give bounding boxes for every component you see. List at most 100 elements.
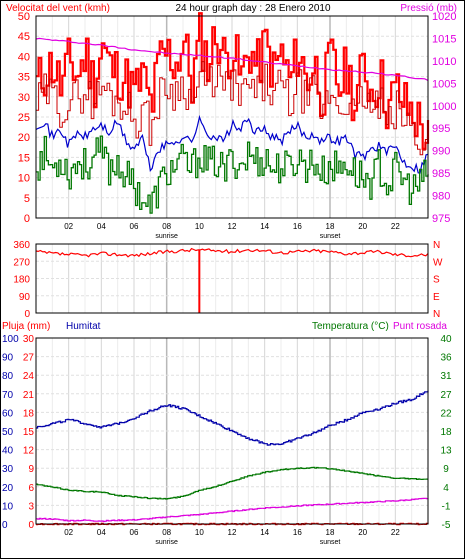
x-tick-label: 22 bbox=[391, 222, 400, 231]
right-tick-label: 980 bbox=[432, 191, 450, 203]
direction-tick-label: 180 bbox=[13, 275, 30, 286]
rain-tick-label: 6 bbox=[28, 483, 34, 494]
x-tick-label: 14 bbox=[260, 222, 269, 231]
plot-border bbox=[35, 337, 429, 525]
temperature-tick-label: 31 bbox=[440, 371, 452, 382]
x-tick-label: 04 bbox=[97, 222, 106, 231]
rain-tick-label: 0 bbox=[28, 520, 34, 531]
right-tick-label: 995 bbox=[432, 123, 450, 135]
x-tick-label: 06 bbox=[130, 222, 139, 231]
compass-tick-label: W bbox=[433, 257, 443, 268]
rain-tick-label: 18 bbox=[23, 408, 35, 419]
rain-tick-label: 12 bbox=[23, 446, 35, 457]
x-tick-label: 02 bbox=[64, 222, 73, 231]
series-wind-low bbox=[36, 135, 429, 214]
humidity-axis-title: Humitat bbox=[66, 321, 101, 332]
x-tick-label: 08 bbox=[162, 528, 171, 537]
temperature-tick-label: -5 bbox=[442, 520, 451, 531]
series-wind-mean bbox=[36, 61, 429, 160]
series-wind-average bbox=[35, 114, 429, 174]
x-tick-label: 22 bbox=[391, 528, 400, 537]
rain-axis-title: Pluja (mm) bbox=[2, 321, 50, 332]
temperature-tick-label: 27 bbox=[440, 390, 452, 401]
rain-tick-label: 3 bbox=[28, 501, 34, 512]
x-tick-label: 14 bbox=[260, 528, 269, 537]
direction-tick-label: 270 bbox=[13, 257, 30, 268]
x-tick-label: 08 bbox=[162, 222, 171, 231]
left-tick-label: 35 bbox=[18, 72, 30, 84]
temperature-tick-label: 4 bbox=[443, 483, 449, 494]
compass-tick-label: N bbox=[433, 240, 440, 251]
rain-tick-label: 21 bbox=[23, 390, 35, 401]
humidity-tick-label: 80 bbox=[2, 371, 14, 382]
compass-tick-label: S bbox=[433, 275, 440, 286]
left-tick-label: 50 bbox=[18, 11, 30, 23]
humidity-tick-label: 10 bbox=[2, 501, 14, 512]
x-tick-label: 02 bbox=[64, 528, 73, 537]
right-tick-label: 1005 bbox=[432, 78, 456, 90]
humidity-tick-label: 100 bbox=[2, 334, 19, 345]
temperature-tick-label: -1 bbox=[442, 501, 451, 512]
humidity-tick-label: 60 bbox=[2, 408, 14, 419]
temperature-tick-label: 18 bbox=[440, 427, 452, 438]
left-tick-label: 5 bbox=[24, 193, 30, 205]
humidity-tick-label: 0 bbox=[2, 520, 8, 531]
left-tick-label: 25 bbox=[18, 112, 30, 124]
direction-tick-label: 360 bbox=[13, 240, 30, 251]
x-tick-label: 20 bbox=[358, 222, 367, 231]
humidity-tick-label: 50 bbox=[2, 427, 14, 438]
wind-direction-panel: 0 N 90 E 180 S 270 W 360 N bbox=[13, 240, 443, 320]
humidity-tick-label: 70 bbox=[2, 390, 14, 401]
pressure-axis-title: Pressió (mb) bbox=[400, 3, 457, 14]
x-tick-label: 12 bbox=[228, 222, 237, 231]
compass-tick-label: N bbox=[433, 309, 440, 320]
wind-axis-title: Velocitat del vent (kmh) bbox=[6, 3, 110, 14]
humidity-tick-label: 90 bbox=[2, 353, 14, 364]
left-tick-label: 10 bbox=[18, 173, 30, 185]
compass-tick-label: E bbox=[433, 292, 440, 303]
temperature-tick-label: 9 bbox=[443, 464, 449, 475]
x-tick-label: 10 bbox=[195, 528, 204, 537]
dewpoint-axis-title: Punt rosada bbox=[393, 321, 447, 332]
left-tick-label: 45 bbox=[18, 31, 30, 43]
x-tick-label: 18 bbox=[326, 222, 335, 231]
plot-border bbox=[35, 243, 429, 314]
temperature-axis-title: Temperatura (°C) bbox=[312, 321, 389, 332]
temperature-tick-label: 22 bbox=[440, 408, 452, 419]
rain-tick-label: 24 bbox=[23, 371, 35, 382]
x-tick-label: 18 bbox=[326, 528, 335, 537]
right-tick-label: 990 bbox=[432, 146, 450, 158]
right-tick-label: 975 bbox=[432, 213, 450, 225]
temperature-tick-label: 36 bbox=[440, 353, 452, 364]
humidity-tick-label: 20 bbox=[2, 483, 14, 494]
right-tick-label: 1015 bbox=[432, 33, 456, 45]
series-pressure bbox=[35, 37, 429, 81]
right-tick-label: 1000 bbox=[432, 101, 456, 113]
rain-tick-label: 15 bbox=[23, 427, 35, 438]
direction-tick-label: 90 bbox=[19, 292, 31, 303]
temperature-tick-label: 13 bbox=[440, 446, 452, 457]
x-tick-label: 10 bbox=[195, 222, 204, 231]
left-tick-label: 30 bbox=[18, 92, 30, 104]
x-tick-label: 20 bbox=[358, 528, 367, 537]
right-tick-label: 1010 bbox=[432, 56, 456, 68]
left-tick-label: 0 bbox=[24, 213, 30, 225]
left-tick-label: 40 bbox=[18, 51, 30, 63]
series-dewpoint bbox=[36, 497, 429, 523]
series-wind-direction bbox=[35, 247, 429, 258]
x-tick-label: 16 bbox=[293, 528, 302, 537]
sunset-label: sunset bbox=[320, 233, 341, 240]
sunrise-label: sunrise bbox=[155, 539, 178, 546]
temp-humidity-panel: 02 04 06 08 10 12 14 16 18 20 22 sunrise sunset 0 0 -5 1… bbox=[2, 334, 452, 546]
sunrise-label: sunrise bbox=[155, 233, 178, 240]
rain-tick-label: 30 bbox=[23, 334, 35, 345]
series-humidity bbox=[36, 390, 429, 446]
right-tick-label: 1020 bbox=[432, 11, 456, 23]
x-tick-label: 06 bbox=[130, 528, 139, 537]
rain-tick-label: 9 bbox=[28, 464, 34, 475]
x-tick-label: 16 bbox=[293, 222, 302, 231]
left-tick-label: 15 bbox=[18, 152, 30, 164]
